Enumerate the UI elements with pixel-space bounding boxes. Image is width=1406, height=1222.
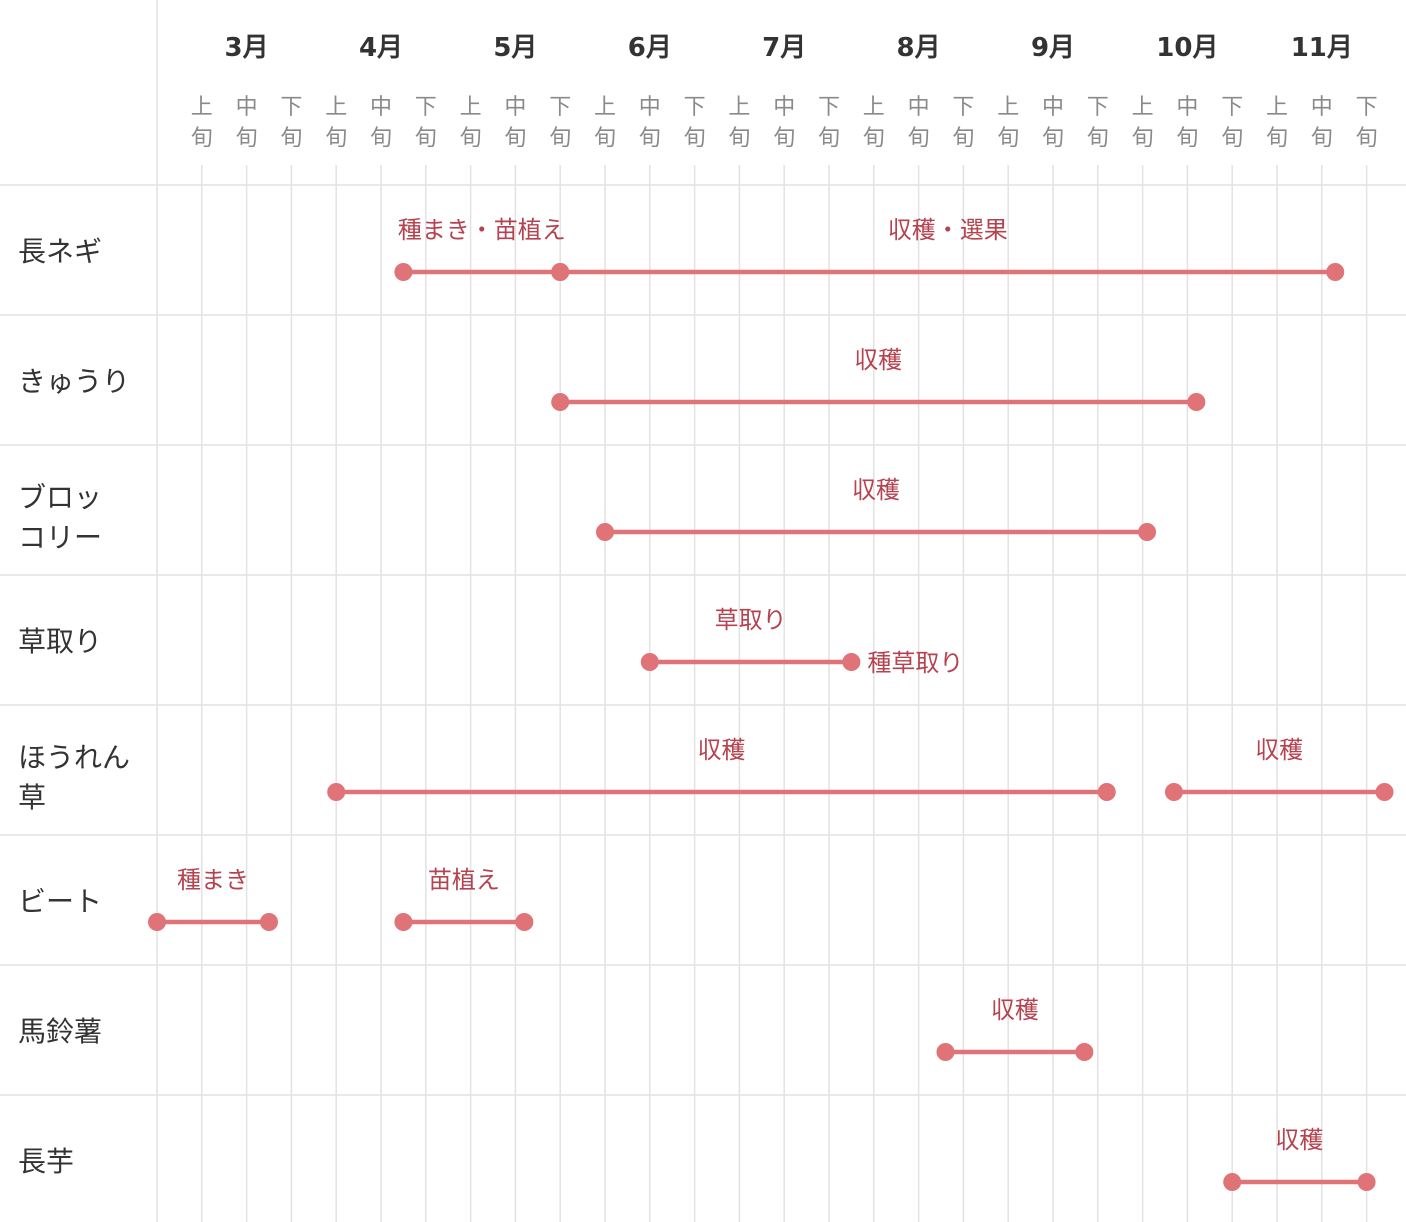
activity-label: 種草取り [867,649,963,677]
row-label: 長芋 [18,1145,74,1178]
row-label: きゅうり [18,365,130,398]
activity-label: 収穫 [697,736,745,764]
period-label: 下旬 [952,95,974,151]
calendar-header: 3月 4月 5月 6月 7月 8月 9月 10月 11月上旬中旬下旬上旬中旬下旬上旬中旬下旬上旬… [191,33,1378,151]
segment-start-point [1164,783,1183,801]
activity-label: 種まき [177,866,249,894]
segment-end-point [1187,393,1206,411]
period-label: 中旬 [504,95,526,151]
period-label: 下旬 [415,95,437,151]
segment-start-point [394,913,413,931]
period-label: 下旬 [549,95,571,151]
chart-row: 長ネギ 種まき・苗植え 収穫・選果 [18,216,1345,281]
segment-end-point [842,653,861,671]
chart-row: ほうれん草 収穫 収穫 [18,736,1394,814]
month-label: 11月 [1291,33,1353,63]
segment-end-point [1326,263,1345,281]
row-label: 長ネギ [18,235,102,268]
period-label: 上旬 [325,95,347,151]
period-label: 上旬 [863,95,885,151]
period-label: 中旬 [773,95,795,151]
month-label: 8月 [897,33,941,63]
month-label: 3月 [225,33,269,63]
period-label: 上旬 [1266,95,1288,151]
segment-end-point [1138,523,1157,541]
chart-row: 馬鈴薯 収穫 [18,996,1094,1061]
segment-end-point [1375,783,1394,801]
period-label: 下旬 [1356,95,1378,151]
row-label: ブロッコリー [18,481,102,554]
row-label: 草取り [18,625,102,658]
segment-start-point [640,653,659,671]
segment-end-point [260,913,278,931]
row-label: 馬鈴薯 [18,1015,102,1048]
chart-row: きゅうり 収穫 [18,346,1206,411]
period-label: 下旬 [684,95,706,151]
activity-label: 収穫 [852,476,900,504]
segment-start-point [394,263,413,281]
activity-label: 収穫 [1275,1126,1323,1154]
month-label: 6月 [628,33,672,63]
period-label: 上旬 [460,95,482,151]
period-label: 中旬 [908,95,930,151]
month-label: 9月 [1031,33,1075,63]
row-label: ビート [18,885,102,918]
period-label: 下旬 [1087,95,1109,151]
segment-start-point [596,523,614,541]
segment-start-point [551,263,570,281]
row-label: ほうれん草 [18,741,130,814]
activity-label: 種まき・苗植え [398,216,566,244]
segment-start-point [936,1043,955,1061]
segment-end-point [1097,783,1116,801]
month-label: 4月 [359,33,403,63]
activity-label: 収穫 [854,346,902,374]
period-label: 上旬 [997,95,1019,151]
period-label: 下旬 [280,95,302,151]
chart-row: ビート 種まき 苗植え [18,866,534,931]
period-label: 中旬 [1042,95,1064,151]
period-label: 上旬 [728,95,750,151]
month-label: 10月 [1156,33,1218,63]
period-label: 中旬 [1311,95,1333,151]
segment-end-point [1357,1173,1376,1191]
segment-start-point [1223,1173,1242,1191]
activity-label: 苗植え [428,866,500,894]
period-label: 上旬 [191,95,213,151]
chart-row: 長芋 収穫 [18,1126,1376,1191]
period-label: 上旬 [1132,95,1154,151]
month-label: 7月 [762,33,806,63]
period-label: 上旬 [594,95,616,151]
segment-end-point [1075,1043,1094,1061]
period-label: 下旬 [818,95,840,151]
segment-start-point [148,913,166,931]
activity-label: 収穫 [1255,736,1303,764]
period-label: 中旬 [236,95,258,151]
chart-row: ブロッコリー 収穫 [18,476,1157,554]
segment-end-point [515,913,534,931]
period-label: 中旬 [1176,95,1198,151]
month-label: 5月 [493,33,537,63]
segment-start-point [327,783,346,801]
activity-label: 収穫・選果 [888,216,1008,244]
segment-start-point [551,393,570,411]
period-label: 下旬 [1221,95,1243,151]
period-label: 中旬 [639,95,661,151]
period-label: 中旬 [370,95,392,151]
activity-label: 収穫 [991,996,1039,1024]
activity-label: 草取り [715,606,787,634]
